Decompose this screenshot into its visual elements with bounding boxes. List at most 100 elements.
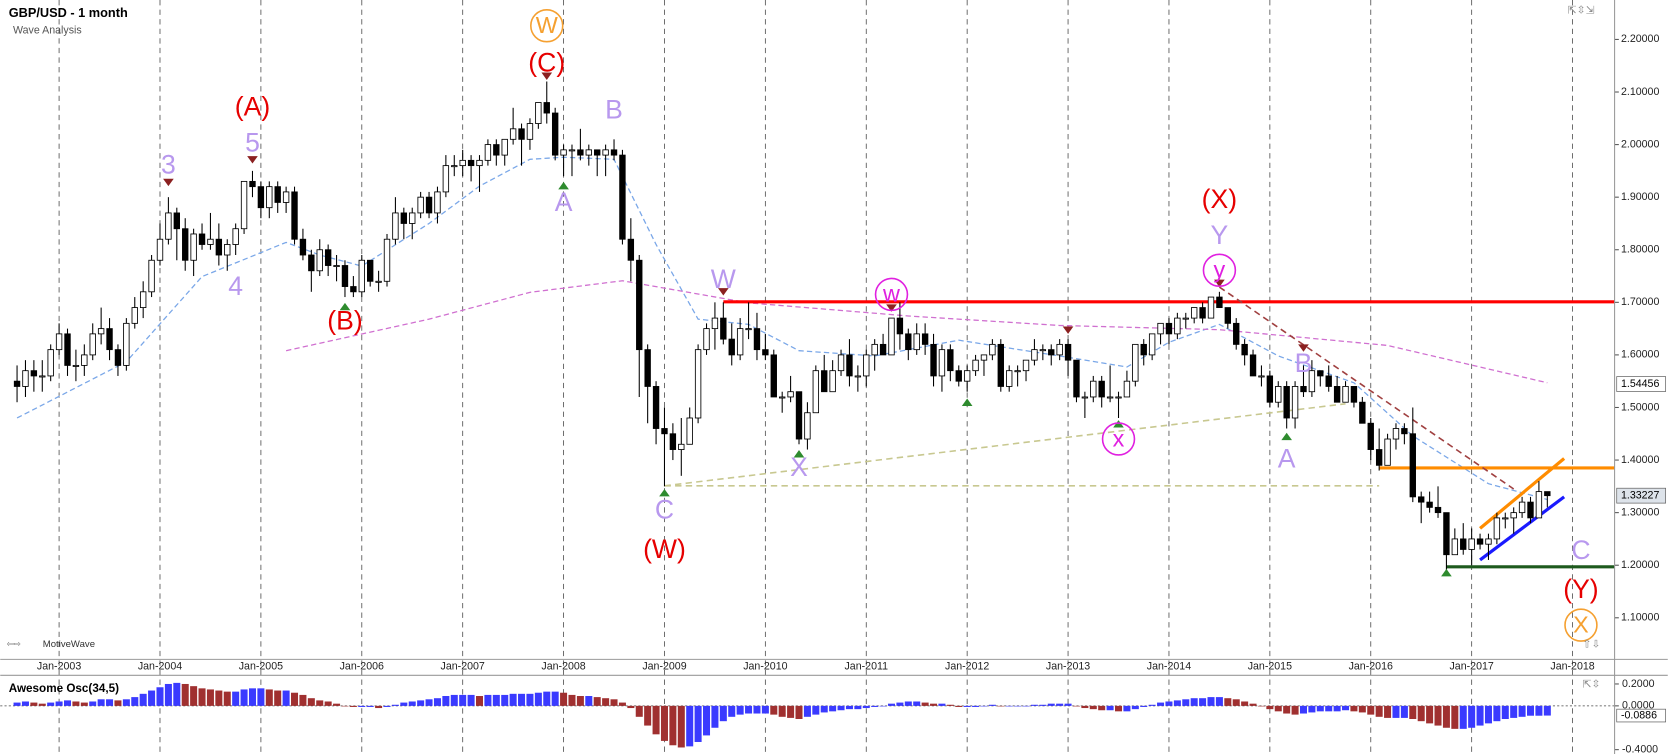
candle-body [467,159,475,167]
candle-body [1157,322,1164,335]
osc-bar [181,683,189,706]
candle-body [1199,307,1206,319]
candle-body [165,212,172,240]
wave-label: 5 [245,128,260,158]
osc-bar [795,705,803,719]
pivot-marker [541,72,553,80]
osc-bar [1493,705,1501,722]
osc-bar [1375,705,1383,717]
candle-body [863,354,870,377]
candle-body [1165,322,1173,335]
candle-body [409,212,416,224]
osc-bar [1131,705,1139,710]
candle-body [1342,386,1349,403]
candle-body [1493,517,1501,540]
osc-bar [660,705,668,741]
wave-label: X [790,452,808,482]
candle-body [871,343,878,356]
candle-body [308,254,315,272]
osc-bar [509,693,517,706]
candle-body [543,102,550,114]
candle-body [661,428,668,435]
osc-bar [1232,699,1240,706]
wave-circle [874,277,909,312]
candle-body [1241,343,1248,356]
chart-title: GBP/USD - 1 month [9,5,128,20]
candle-body [711,317,719,330]
price-marker-label: 1.33227 [1621,489,1659,501]
trend-line [1479,495,1566,562]
osc-bar [930,703,938,706]
candle-body [1434,506,1442,514]
window-controls[interactable]: ⇱⇳⇲ [1568,4,1595,16]
osc-bar [1039,704,1047,706]
candle-body [1359,401,1366,424]
candle-body [341,265,349,287]
panel-controls[interactable]: ⇱⇳ [1583,679,1601,691]
candle-body [1535,491,1543,519]
candle-body [207,238,214,245]
osc-bar [21,701,29,706]
moving-average [285,280,1548,384]
plot [13,81,1615,748]
zoom-controls[interactable]: ⇧⇩ [1583,638,1601,650]
candle-body [173,212,180,230]
osc-bar [307,698,315,706]
osc-bar [1308,705,1316,713]
candle-body [905,333,912,351]
osc-bar [80,702,88,706]
pivot-marker [1281,432,1292,441]
candle-body [745,328,752,331]
osc-bar [492,694,500,706]
osc-bar [1325,705,1333,712]
candle-body [316,249,323,272]
osc-bar [72,701,80,706]
osc-bar [1182,699,1190,706]
osc-bar [391,704,399,706]
candle-body [156,238,164,261]
trend-line [664,403,1346,487]
candle-body [1224,307,1232,324]
osc-bar [47,702,55,706]
candle-body [1207,296,1215,319]
osc-bar [551,691,559,706]
candle-body [947,349,954,372]
candle-body [1518,501,1526,514]
candle-body [854,375,862,378]
osc-bar [282,690,290,706]
candle-body [997,343,1004,387]
candle-body [442,165,450,193]
osc-bar [1266,705,1274,710]
osc-bar [988,704,996,706]
candle-body [938,349,946,377]
osc-bar [265,689,273,706]
pivot-marker [793,450,805,458]
pivot-marker [247,156,258,164]
candle-body [215,238,223,256]
osc-bar [955,705,963,707]
nav-icon[interactable]: ⇦⇨ [7,639,21,649]
wave-label: (W) [643,534,686,564]
osc-bar [450,694,458,706]
osc-bar [904,701,912,706]
osc-bar [467,694,475,706]
candle-body [560,149,567,156]
candle-body [509,128,517,140]
osc-bar [1392,705,1400,718]
candle-body [13,380,21,387]
osc-bar [711,705,719,728]
candle-body [1090,380,1097,398]
osc-bar [1543,705,1551,716]
osc-bar [543,691,551,706]
candle-body [274,186,281,203]
osc-bar [972,705,980,707]
candle-body [1249,354,1257,377]
osc-bar [1089,705,1097,710]
osc-bar [1299,705,1307,714]
osc-bar [862,705,870,709]
candle-body [1266,375,1274,403]
pivot-marker [1062,326,1074,334]
osc-bar [1106,705,1114,711]
candle-body [846,354,853,377]
